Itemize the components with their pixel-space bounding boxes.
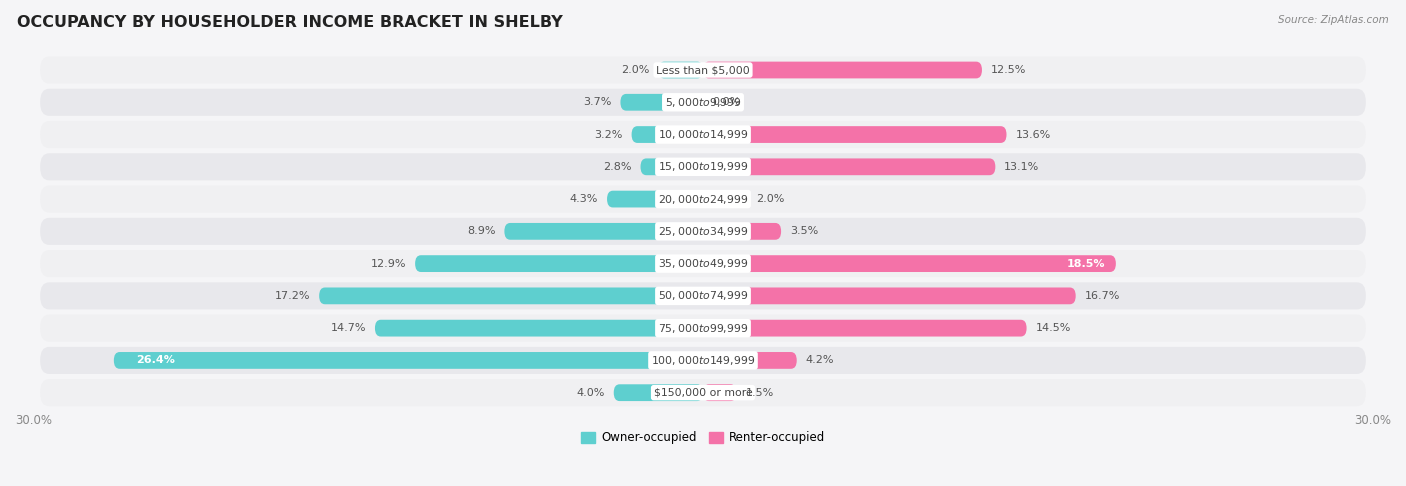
Text: OCCUPANCY BY HOUSEHOLDER INCOME BRACKET IN SHELBY: OCCUPANCY BY HOUSEHOLDER INCOME BRACKET … [17, 15, 562, 30]
FancyBboxPatch shape [703, 191, 748, 208]
FancyBboxPatch shape [41, 347, 1365, 374]
FancyBboxPatch shape [641, 158, 703, 175]
FancyBboxPatch shape [41, 186, 1365, 213]
FancyBboxPatch shape [703, 255, 1116, 272]
Text: 3.2%: 3.2% [595, 130, 623, 139]
FancyBboxPatch shape [375, 320, 703, 336]
Text: 2.0%: 2.0% [756, 194, 785, 204]
Text: 2.8%: 2.8% [603, 162, 631, 172]
Text: $5,000 to $9,999: $5,000 to $9,999 [665, 96, 741, 109]
Text: $100,000 to $149,999: $100,000 to $149,999 [651, 354, 755, 367]
Text: 18.5%: 18.5% [1066, 259, 1105, 269]
FancyBboxPatch shape [614, 384, 703, 401]
Text: 4.0%: 4.0% [576, 388, 605, 398]
Text: 3.5%: 3.5% [790, 226, 818, 236]
FancyBboxPatch shape [620, 94, 703, 111]
FancyBboxPatch shape [505, 223, 703, 240]
Text: 17.2%: 17.2% [274, 291, 311, 301]
FancyBboxPatch shape [703, 320, 1026, 336]
FancyBboxPatch shape [41, 314, 1365, 342]
FancyBboxPatch shape [703, 352, 797, 369]
FancyBboxPatch shape [41, 121, 1365, 148]
Text: 14.5%: 14.5% [1035, 323, 1071, 333]
FancyBboxPatch shape [703, 126, 1007, 143]
Text: $15,000 to $19,999: $15,000 to $19,999 [658, 160, 748, 174]
FancyBboxPatch shape [703, 223, 782, 240]
Text: 13.6%: 13.6% [1015, 130, 1050, 139]
FancyBboxPatch shape [114, 352, 703, 369]
FancyBboxPatch shape [703, 288, 1076, 304]
Text: Source: ZipAtlas.com: Source: ZipAtlas.com [1278, 15, 1389, 25]
Legend: Owner-occupied, Renter-occupied: Owner-occupied, Renter-occupied [576, 427, 830, 449]
Text: 12.9%: 12.9% [371, 259, 406, 269]
Text: 4.2%: 4.2% [806, 355, 834, 365]
Text: $35,000 to $49,999: $35,000 to $49,999 [658, 257, 748, 270]
Text: 26.4%: 26.4% [136, 355, 174, 365]
Text: 2.0%: 2.0% [621, 65, 650, 75]
Text: $10,000 to $14,999: $10,000 to $14,999 [658, 128, 748, 141]
FancyBboxPatch shape [658, 62, 703, 78]
FancyBboxPatch shape [415, 255, 703, 272]
FancyBboxPatch shape [41, 218, 1365, 245]
FancyBboxPatch shape [319, 288, 703, 304]
Text: 8.9%: 8.9% [467, 226, 495, 236]
FancyBboxPatch shape [41, 282, 1365, 310]
FancyBboxPatch shape [703, 158, 995, 175]
Text: 4.3%: 4.3% [569, 194, 598, 204]
Text: $25,000 to $34,999: $25,000 to $34,999 [658, 225, 748, 238]
Text: 16.7%: 16.7% [1084, 291, 1121, 301]
FancyBboxPatch shape [607, 191, 703, 208]
FancyBboxPatch shape [41, 153, 1365, 180]
Text: $75,000 to $99,999: $75,000 to $99,999 [658, 322, 748, 335]
FancyBboxPatch shape [631, 126, 703, 143]
Text: 1.5%: 1.5% [745, 388, 773, 398]
Text: 0.0%: 0.0% [711, 97, 740, 107]
FancyBboxPatch shape [41, 89, 1365, 116]
FancyBboxPatch shape [41, 379, 1365, 406]
Text: $20,000 to $24,999: $20,000 to $24,999 [658, 192, 748, 206]
Text: 13.1%: 13.1% [1004, 162, 1039, 172]
Text: $150,000 or more: $150,000 or more [654, 388, 752, 398]
Text: 14.7%: 14.7% [330, 323, 366, 333]
FancyBboxPatch shape [41, 56, 1365, 84]
Text: $50,000 to $74,999: $50,000 to $74,999 [658, 289, 748, 302]
Text: 3.7%: 3.7% [583, 97, 612, 107]
FancyBboxPatch shape [703, 384, 737, 401]
FancyBboxPatch shape [703, 62, 981, 78]
Text: Less than $5,000: Less than $5,000 [657, 65, 749, 75]
FancyBboxPatch shape [41, 250, 1365, 277]
Text: 12.5%: 12.5% [991, 65, 1026, 75]
